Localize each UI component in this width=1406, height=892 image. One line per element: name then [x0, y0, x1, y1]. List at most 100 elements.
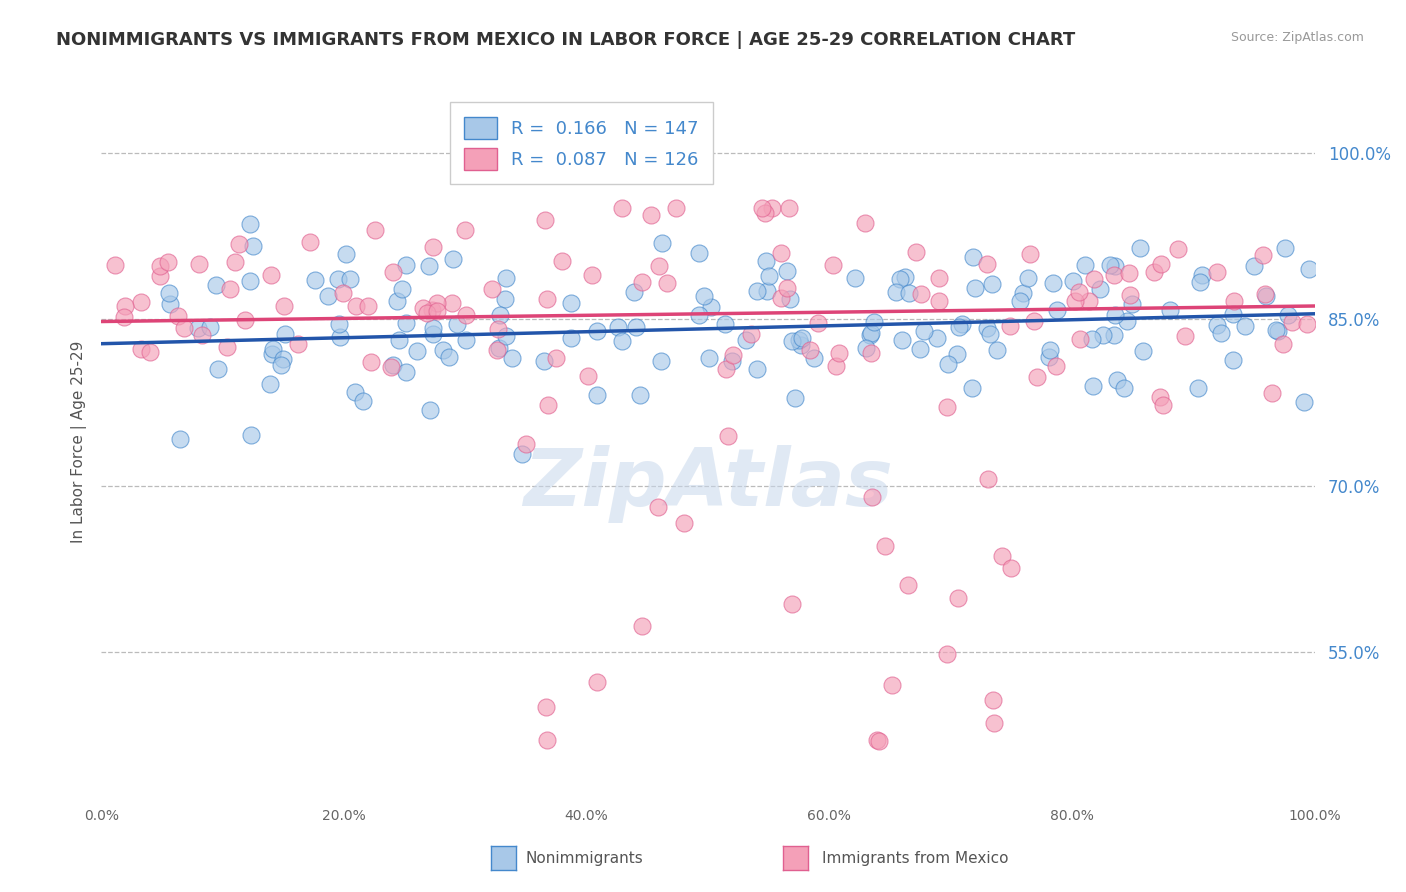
- Point: [1298, 262, 1320, 277]
- Point: [380, 360, 402, 375]
- Point: [720, 354, 742, 368]
- Point: [156, 255, 179, 269]
- Point: [890, 333, 912, 347]
- Point: [1159, 303, 1181, 318]
- Text: NONIMMIGRANTS VS IMMIGRANTS FROM MEXICO IN LABOR FORCE | AGE 25-29 CORRELATION C: NONIMMIGRANTS VS IMMIGRANTS FROM MEXICO …: [56, 31, 1076, 49]
- Point: [1045, 359, 1067, 374]
- Point: [936, 357, 959, 371]
- Point: [776, 264, 799, 278]
- Point: [536, 292, 558, 306]
- Point: [1102, 268, 1125, 282]
- Point: [1119, 288, 1142, 302]
- Point: [204, 277, 226, 292]
- Point: [1104, 308, 1126, 322]
- Point: [1038, 350, 1060, 364]
- Point: [612, 202, 634, 216]
- Point: [884, 285, 907, 299]
- Point: [148, 269, 170, 284]
- Point: [1281, 315, 1303, 329]
- Point: [259, 376, 281, 391]
- Point: [859, 328, 882, 343]
- Point: [273, 299, 295, 313]
- Point: [803, 351, 825, 365]
- Point: [925, 330, 948, 344]
- Point: [418, 260, 440, 274]
- Point: [780, 334, 803, 349]
- Point: [1274, 241, 1296, 255]
- Point: [1272, 337, 1295, 351]
- Point: [495, 329, 517, 343]
- Point: [224, 255, 246, 269]
- Point: [560, 331, 582, 345]
- Point: [1062, 274, 1084, 288]
- Point: [422, 327, 444, 342]
- Point: [700, 301, 723, 315]
- Point: [419, 403, 441, 417]
- Point: [456, 333, 478, 347]
- Point: [948, 320, 970, 334]
- Point: [536, 398, 558, 412]
- Point: [1233, 319, 1256, 334]
- Text: ZipAtlas: ZipAtlas: [523, 445, 893, 523]
- Point: [486, 322, 509, 336]
- Point: [673, 516, 696, 530]
- Point: [198, 320, 221, 334]
- Point: [981, 693, 1004, 707]
- Point: [188, 257, 211, 271]
- Point: [364, 223, 387, 237]
- Point: [714, 362, 737, 376]
- Point: [1046, 303, 1069, 318]
- Point: [328, 317, 350, 331]
- Text: Source: ZipAtlas.com: Source: ZipAtlas.com: [1230, 31, 1364, 45]
- Point: [799, 343, 821, 357]
- Point: [790, 331, 813, 345]
- Point: [946, 591, 969, 606]
- Point: [979, 326, 1001, 341]
- Point: [382, 264, 405, 278]
- Point: [332, 285, 354, 300]
- Point: [112, 310, 135, 324]
- Point: [1116, 314, 1139, 328]
- Point: [1261, 385, 1284, 400]
- Point: [946, 347, 969, 361]
- Point: [859, 326, 882, 340]
- Point: [1018, 247, 1040, 261]
- Point: [488, 342, 510, 356]
- Point: [420, 302, 443, 317]
- Point: [395, 365, 418, 379]
- Point: [1132, 344, 1154, 359]
- Point: [787, 333, 810, 347]
- Point: [688, 309, 710, 323]
- Point: [754, 206, 776, 220]
- Point: [1067, 285, 1090, 299]
- Point: [1143, 265, 1166, 279]
- Point: [828, 346, 851, 360]
- Point: [1174, 329, 1197, 343]
- Point: [560, 296, 582, 310]
- Point: [169, 432, 191, 446]
- Point: [352, 393, 374, 408]
- Point: [688, 246, 710, 260]
- Point: [823, 259, 845, 273]
- Point: [1121, 297, 1143, 311]
- Point: [976, 257, 998, 271]
- Point: [745, 284, 768, 298]
- Point: [1167, 242, 1189, 256]
- Point: [1264, 322, 1286, 336]
- Point: [1277, 308, 1299, 322]
- Point: [991, 549, 1014, 563]
- Point: [1011, 285, 1033, 300]
- Point: [191, 328, 214, 343]
- Point: [962, 381, 984, 395]
- Point: [882, 678, 904, 692]
- Point: [873, 539, 896, 553]
- Point: [630, 619, 652, 633]
- Point: [260, 347, 283, 361]
- Point: [606, 320, 628, 334]
- Point: [1091, 327, 1114, 342]
- Point: [501, 351, 523, 365]
- Point: [536, 732, 558, 747]
- Point: [1222, 294, 1244, 309]
- Point: [510, 447, 533, 461]
- Point: [761, 202, 783, 216]
